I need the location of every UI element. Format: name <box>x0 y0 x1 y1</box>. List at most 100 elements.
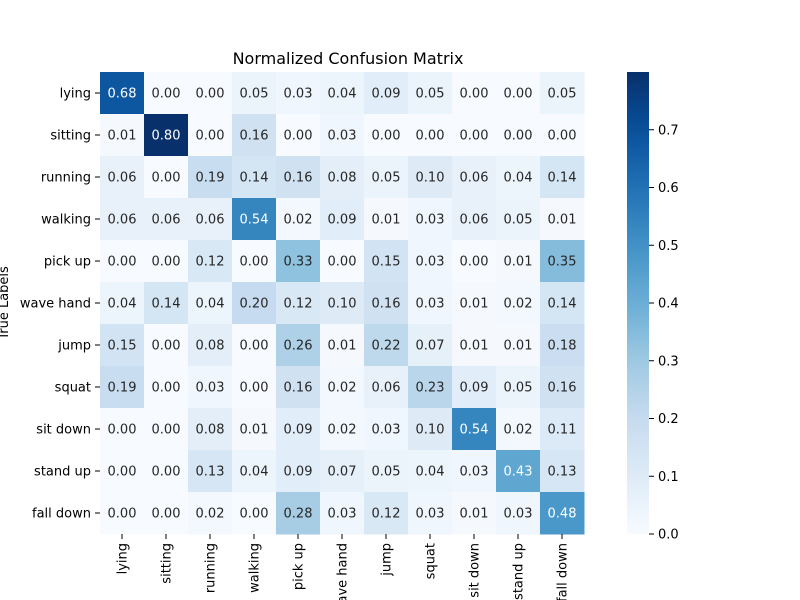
cell-value-label: 0.05 <box>240 87 269 102</box>
row-tick-label: running <box>41 171 91 186</box>
heatmap-cell <box>540 198 585 241</box>
cell-value-label: 0.00 <box>504 87 533 102</box>
heatmap-cell <box>276 72 321 115</box>
cell-value-label: 0.16 <box>548 381 577 396</box>
heatmap-cell <box>232 324 277 367</box>
heatmap-cell <box>496 198 541 241</box>
heatmap-cell <box>188 156 233 199</box>
heatmap-cell <box>452 198 497 241</box>
heatmap-cell <box>320 156 365 199</box>
heatmap-cell <box>540 72 585 115</box>
heatmap-cell <box>232 282 277 325</box>
heatmap-cell <box>276 492 321 535</box>
cell-value-label: 0.01 <box>504 255 533 270</box>
heatmap-cell <box>320 366 365 409</box>
heatmap-cell <box>144 408 189 451</box>
heatmap-cell <box>100 492 145 535</box>
row-tick-label: sitting <box>50 129 91 144</box>
heatmap-cell <box>452 114 497 157</box>
heatmap-cell <box>144 282 189 325</box>
cell-value-label: 0.00 <box>504 129 533 144</box>
heatmap-cell <box>364 324 409 367</box>
cell-value-label: 0.03 <box>416 255 445 270</box>
cell-value-label: 0.05 <box>504 213 533 228</box>
heatmap-cell <box>144 492 189 535</box>
heatmap-cell <box>408 324 453 367</box>
cell-value-label: 0.00 <box>196 87 225 102</box>
column-tick-label: squat <box>424 543 439 579</box>
heatmap-cell <box>540 156 585 199</box>
column-tick-label: fall down <box>556 543 571 600</box>
heatmap-cell <box>320 240 365 283</box>
cell-value-label: 0.01 <box>108 129 137 144</box>
cell-value-label: 0.05 <box>416 87 445 102</box>
cell-value-label: 0.07 <box>328 465 357 480</box>
heatmap-cell <box>188 492 233 535</box>
cell-value-label: 0.04 <box>108 297 137 312</box>
heatmap-cell <box>188 366 233 409</box>
colorbar-tick-label: 0.1 <box>658 470 679 485</box>
cell-value-label: 0.12 <box>196 255 225 270</box>
cell-value-label: 0.11 <box>548 423 577 438</box>
cell-value-label: 0.03 <box>328 129 357 144</box>
heatmap-cell <box>320 72 365 115</box>
cell-value-label: 0.09 <box>284 465 313 480</box>
cell-value-label: 0.00 <box>152 507 181 522</box>
row-tick-label: lying <box>60 87 91 102</box>
cell-value-label: 0.03 <box>372 423 401 438</box>
heatmap-cell <box>496 156 541 199</box>
cell-value-label: 0.35 <box>548 255 577 270</box>
heatmap-cell <box>232 114 277 157</box>
column-tick-label: pick up <box>292 543 307 590</box>
heatmap-cell <box>496 366 541 409</box>
column-tick-label: stand up <box>512 543 527 600</box>
cell-value-label: 0.00 <box>152 255 181 270</box>
heatmap-cell <box>276 198 321 241</box>
heatmap-cell <box>144 324 189 367</box>
cell-value-label: 0.01 <box>460 507 489 522</box>
heatmap-cell <box>540 240 585 283</box>
heatmap-cell <box>232 240 277 283</box>
heatmap-cell <box>496 240 541 283</box>
heatmap-cell <box>364 450 409 493</box>
cell-value-label: 0.00 <box>152 87 181 102</box>
cell-value-label: 0.09 <box>460 381 489 396</box>
cell-value-label: 0.03 <box>328 507 357 522</box>
cell-value-label: 0.02 <box>328 381 357 396</box>
cell-value-label: 0.14 <box>240 171 269 186</box>
heatmap-cell <box>364 198 409 241</box>
cell-value-label: 0.06 <box>460 171 489 186</box>
cell-value-label: 0.07 <box>416 339 445 354</box>
cell-value-label: 0.48 <box>548 507 577 522</box>
heatmap-cell <box>188 408 233 451</box>
cell-value-label: 0.02 <box>196 507 225 522</box>
heatmap-cell <box>540 114 585 157</box>
cell-value-label: 0.00 <box>152 381 181 396</box>
cell-value-label: 0.04 <box>416 465 445 480</box>
heatmap-cell <box>452 324 497 367</box>
cell-value-label: 0.10 <box>416 171 445 186</box>
colorbar-tick-label: 0.4 <box>658 297 679 312</box>
cell-value-label: 0.02 <box>504 423 533 438</box>
cell-value-label: 0.22 <box>372 339 401 354</box>
cell-value-label: 0.10 <box>416 423 445 438</box>
heatmap-cell <box>364 366 409 409</box>
heatmap-cell <box>100 240 145 283</box>
heatmap-cell <box>320 282 365 325</box>
heatmap-cell <box>452 366 497 409</box>
cell-value-label: 0.00 <box>460 255 489 270</box>
heatmap-cell <box>452 282 497 325</box>
cell-value-label: 0.00 <box>460 87 489 102</box>
column-tick-label: sit down <box>468 543 483 598</box>
cell-value-label: 0.26 <box>284 339 313 354</box>
cell-value-label: 0.06 <box>152 213 181 228</box>
heatmap-cell <box>540 492 585 535</box>
cell-value-label: 0.00 <box>152 423 181 438</box>
heatmap-cell <box>408 366 453 409</box>
cell-value-label: 0.15 <box>372 255 401 270</box>
cell-value-label: 0.14 <box>152 297 181 312</box>
cell-value-label: 0.00 <box>108 507 137 522</box>
heatmap-cell <box>100 450 145 493</box>
cell-value-label: 0.10 <box>328 297 357 312</box>
colorbar-tick-label: 0.5 <box>658 239 679 254</box>
